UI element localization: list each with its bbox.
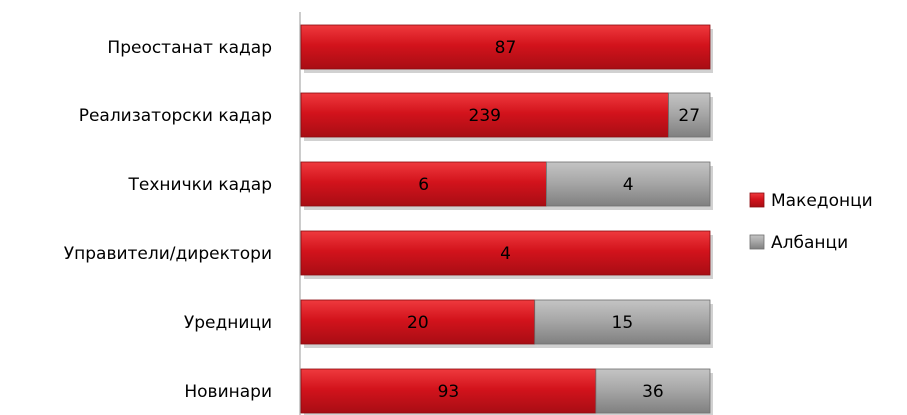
data-label: 20 [407,313,429,333]
legend-swatch-albanci [749,234,765,250]
category-label: Технички кадар [128,175,272,195]
data-label: 15 [612,313,634,333]
bar-albanci [595,368,711,414]
data-label: 6 [418,175,429,195]
category-label: Реализаторски кадар [79,106,272,126]
bar-makedonci [300,368,597,414]
legend-swatch-makedonci [749,192,765,208]
bar-albanci [534,299,711,345]
data-label: 36 [642,382,664,402]
data-label: 27 [678,106,700,126]
data-label: 93 [438,382,460,402]
legend: Македонци Албанци [749,191,873,253]
data-label: 239 [469,106,501,126]
bar-makedonci [300,230,711,276]
bar-albanci [668,92,711,138]
category-label: Новинари [184,382,272,402]
data-label: 4 [623,175,634,195]
category-labels: Преостанат кадар Реализаторски кадар Техни… [64,38,272,402]
category-label: Уредници [184,313,272,333]
bar-makedonci [300,24,711,70]
bar-albanci [546,161,711,207]
category-label: Управители/директори [64,244,272,264]
data-label: 87 [495,38,517,58]
bar-makedonci [300,161,547,207]
legend-label: Албанци [771,233,848,253]
category-label: Преостанат кадар [107,38,272,58]
bars-layer: 87 239 27 6 4 4 20 15 93 36 [300,24,713,415]
legend-label: Македонци [771,191,873,211]
data-label: 4 [500,244,511,264]
